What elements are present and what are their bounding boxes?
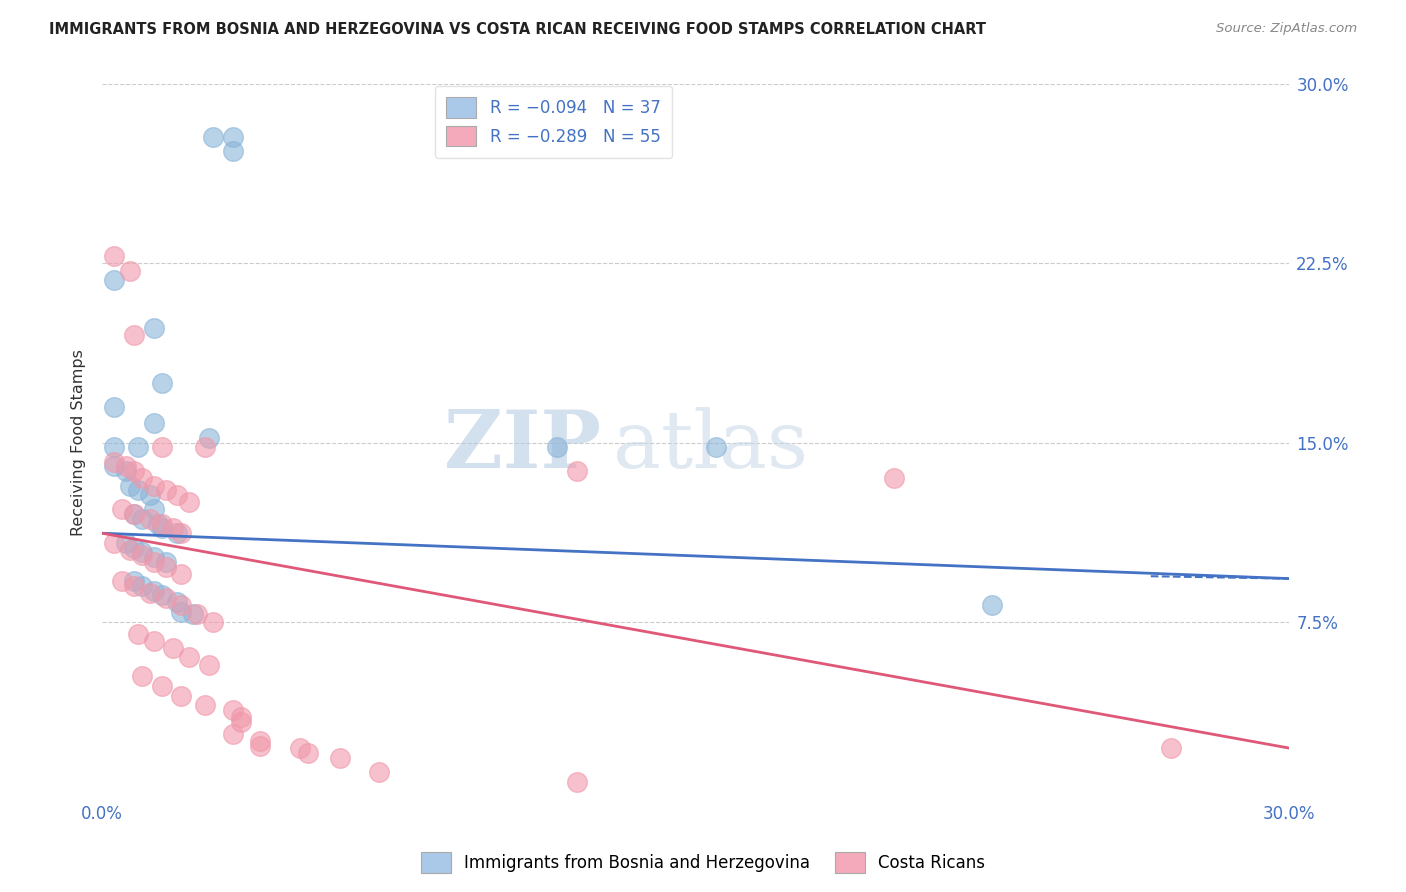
Point	[118, 478, 141, 492]
Point	[546, 440, 568, 454]
Point	[565, 774, 588, 789]
Point	[288, 741, 311, 756]
Point	[150, 516, 173, 531]
Point	[103, 440, 125, 454]
Point	[249, 739, 271, 753]
Point	[170, 566, 193, 581]
Point	[127, 440, 149, 454]
Point	[127, 626, 149, 640]
Point	[122, 507, 145, 521]
Point	[179, 495, 201, 509]
Point	[142, 550, 165, 565]
Point	[181, 607, 204, 622]
Point	[142, 633, 165, 648]
Point	[111, 502, 134, 516]
Point	[166, 526, 188, 541]
Text: atlas: atlas	[613, 407, 808, 485]
Point	[368, 764, 391, 779]
Point	[127, 483, 149, 498]
Legend: R = −0.094   N = 37, R = −0.289   N = 55: R = −0.094 N = 37, R = −0.289 N = 55	[434, 86, 672, 158]
Point	[155, 559, 177, 574]
Point	[170, 689, 193, 703]
Point	[155, 591, 177, 605]
Point	[194, 440, 217, 454]
Point	[115, 459, 138, 474]
Point	[122, 328, 145, 343]
Point	[170, 598, 193, 612]
Point	[194, 698, 217, 713]
Point	[122, 507, 145, 521]
Point	[170, 605, 193, 619]
Text: Source: ZipAtlas.com: Source: ZipAtlas.com	[1216, 22, 1357, 36]
Point	[170, 526, 193, 541]
Point	[883, 471, 905, 485]
Point	[103, 273, 125, 287]
Point	[229, 710, 252, 724]
Point	[131, 471, 153, 485]
Point	[150, 440, 173, 454]
Point	[115, 536, 138, 550]
Point	[118, 543, 141, 558]
Point	[150, 588, 173, 602]
Legend: Immigrants from Bosnia and Herzegovina, Costa Ricans: Immigrants from Bosnia and Herzegovina, …	[413, 846, 993, 880]
Point	[142, 583, 165, 598]
Point	[122, 579, 145, 593]
Point	[103, 400, 125, 414]
Point	[150, 521, 173, 535]
Point	[198, 431, 221, 445]
Point	[201, 615, 224, 629]
Point	[329, 750, 352, 764]
Point	[229, 714, 252, 729]
Point	[201, 130, 224, 145]
Point	[103, 455, 125, 469]
Point	[103, 459, 125, 474]
Point	[131, 579, 153, 593]
Point	[297, 746, 319, 760]
Point	[122, 464, 145, 478]
Text: IMMIGRANTS FROM BOSNIA AND HERZEGOVINA VS COSTA RICAN RECEIVING FOOD STAMPS CORR: IMMIGRANTS FROM BOSNIA AND HERZEGOVINA V…	[49, 22, 986, 37]
Point	[1160, 741, 1182, 756]
Point	[138, 488, 160, 502]
Point	[222, 703, 245, 717]
Point	[150, 376, 173, 390]
Point	[138, 586, 160, 600]
Text: ZIP: ZIP	[444, 407, 600, 485]
Point	[162, 521, 184, 535]
Point	[111, 574, 134, 588]
Point	[131, 512, 153, 526]
Point	[222, 727, 245, 741]
Point	[166, 595, 188, 609]
Point	[150, 679, 173, 693]
Point	[142, 555, 165, 569]
Point	[138, 512, 160, 526]
Point	[155, 555, 177, 569]
Point	[131, 548, 153, 562]
Point	[166, 488, 188, 502]
Point	[249, 734, 271, 748]
Point	[103, 536, 125, 550]
Y-axis label: Receiving Food Stamps: Receiving Food Stamps	[72, 349, 86, 536]
Point	[103, 249, 125, 263]
Point	[186, 607, 208, 622]
Point	[704, 440, 727, 454]
Point	[122, 541, 145, 555]
Point	[222, 145, 245, 159]
Point	[142, 321, 165, 335]
Point	[155, 483, 177, 498]
Point	[179, 650, 201, 665]
Point	[565, 464, 588, 478]
Point	[981, 598, 1004, 612]
Point	[142, 502, 165, 516]
Point	[142, 417, 165, 431]
Point	[118, 263, 141, 277]
Point	[198, 657, 221, 672]
Point	[146, 516, 169, 531]
Point	[142, 478, 165, 492]
Point	[122, 574, 145, 588]
Point	[162, 640, 184, 655]
Point	[115, 464, 138, 478]
Point	[131, 545, 153, 559]
Point	[222, 130, 245, 145]
Point	[131, 669, 153, 683]
